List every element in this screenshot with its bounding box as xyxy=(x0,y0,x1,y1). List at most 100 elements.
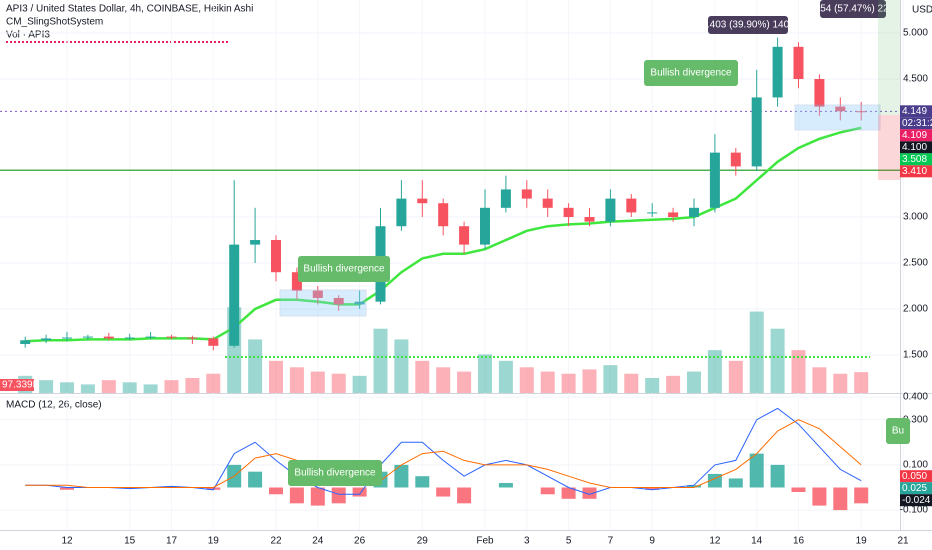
candle-body xyxy=(459,226,470,245)
volume-bar xyxy=(164,380,179,393)
volume-bar xyxy=(394,339,409,393)
signal-line xyxy=(25,419,862,488)
macd-histogram xyxy=(457,487,472,504)
candle-body xyxy=(563,207,574,218)
candle-body xyxy=(709,152,720,208)
x-tick-label: 15 xyxy=(124,536,136,547)
volume-bar xyxy=(80,384,95,393)
annotation-box xyxy=(298,256,390,282)
candle-body xyxy=(354,301,365,305)
volume-bar xyxy=(854,372,869,393)
candle-body xyxy=(271,240,281,273)
x-tick-label: 21 xyxy=(897,536,909,547)
annotation: Bullish divergence xyxy=(294,468,376,479)
price-label-bg xyxy=(900,117,932,130)
macd-histogram xyxy=(833,487,848,511)
macd-histogram xyxy=(854,487,869,504)
macd-title: MACD (12, 26, close) xyxy=(6,400,102,411)
macd-histogram xyxy=(645,487,660,490)
candle-body xyxy=(145,336,156,338)
candle-body xyxy=(396,198,407,227)
x-tick-label: 3 xyxy=(524,536,530,547)
candle-body xyxy=(480,207,490,245)
volume-bar xyxy=(415,360,430,393)
candle-body xyxy=(668,212,679,218)
candle-body xyxy=(62,337,72,339)
candle-body xyxy=(312,290,323,298)
volume-bar xyxy=(749,311,764,393)
candle-body xyxy=(647,212,658,214)
x-tick-label: 5 xyxy=(566,536,572,547)
candle-body xyxy=(605,198,616,222)
candle-body xyxy=(124,337,135,339)
legend-indicator: CM_SlingShotSystem xyxy=(6,17,103,28)
x-tick-label: Feb xyxy=(476,536,494,547)
price-label-bg xyxy=(900,153,932,166)
candle-body xyxy=(291,272,302,291)
candle-body xyxy=(521,189,532,199)
candle-body xyxy=(166,336,177,338)
x-tick-label: 19 xyxy=(208,536,220,547)
macd-histogram xyxy=(60,487,74,490)
candle-body xyxy=(333,297,344,305)
x-tick-label: 19 xyxy=(856,536,868,547)
macd-histogram xyxy=(770,464,785,488)
candle-body xyxy=(103,336,114,339)
macd-histogram xyxy=(310,487,325,506)
y-tick-label: 0.400 xyxy=(903,392,928,403)
annotation: Bullish divergence xyxy=(303,264,385,275)
volume-bar xyxy=(812,367,827,393)
y-tick-label: 3.000 xyxy=(903,212,928,223)
price-label: 3.508 xyxy=(902,154,927,165)
price-label-bg xyxy=(900,141,932,154)
candle-body xyxy=(542,198,553,208)
price-label: 02:31:28 xyxy=(902,118,932,129)
y-tick-label: 1.500 xyxy=(903,350,928,361)
volume-bar xyxy=(540,371,555,393)
annotation-box xyxy=(820,0,886,18)
macd-histogram xyxy=(582,487,597,499)
candle-body xyxy=(208,338,219,346)
price-label: 4.149 xyxy=(902,106,927,117)
target-zone xyxy=(878,0,900,115)
candle-body xyxy=(814,79,825,107)
macd-label-bg xyxy=(900,482,932,495)
annotation-box xyxy=(708,16,788,34)
volume-bar xyxy=(687,371,701,393)
volume-bar xyxy=(519,367,534,393)
x-tick-label: 12 xyxy=(709,536,721,547)
macd-histogram xyxy=(728,478,743,488)
volume-bar xyxy=(60,382,74,393)
candle-body xyxy=(229,244,240,346)
price-label: 4.109 xyxy=(902,130,927,141)
macd-label-bg xyxy=(900,470,932,483)
y-tick-label: 0.300 xyxy=(903,414,928,425)
y-tick-label: 0.100 xyxy=(903,460,928,471)
candle-body xyxy=(793,46,804,80)
candle-body xyxy=(417,198,428,204)
y-tick-label: 5.000 xyxy=(903,28,928,39)
macd-histogram xyxy=(248,471,263,488)
y-tick-label: 2.000 xyxy=(903,304,928,315)
x-tick-label: 7 xyxy=(608,536,614,547)
price-label: 4.100 xyxy=(902,142,927,153)
volume-bar xyxy=(310,371,325,393)
macd-line xyxy=(25,407,862,495)
volume-bar xyxy=(498,360,513,393)
annotation: 1.403 (39.90%) 1403 xyxy=(701,20,795,31)
x-tick-label: 17 xyxy=(166,536,178,547)
x-tick-label: 29 xyxy=(417,536,429,547)
annotation-box xyxy=(288,460,382,486)
volume-bar xyxy=(39,380,54,393)
volume-bar xyxy=(791,350,806,393)
volume-bar xyxy=(248,339,263,393)
macd-histogram xyxy=(540,487,555,495)
currency: USD xyxy=(912,5,932,16)
candle-body xyxy=(82,336,93,338)
volume-bar xyxy=(582,369,597,393)
x-tick-label: 26 xyxy=(354,536,366,547)
volume-bar xyxy=(666,375,681,393)
volume-bar xyxy=(478,354,492,393)
macd-histogram xyxy=(331,487,346,504)
